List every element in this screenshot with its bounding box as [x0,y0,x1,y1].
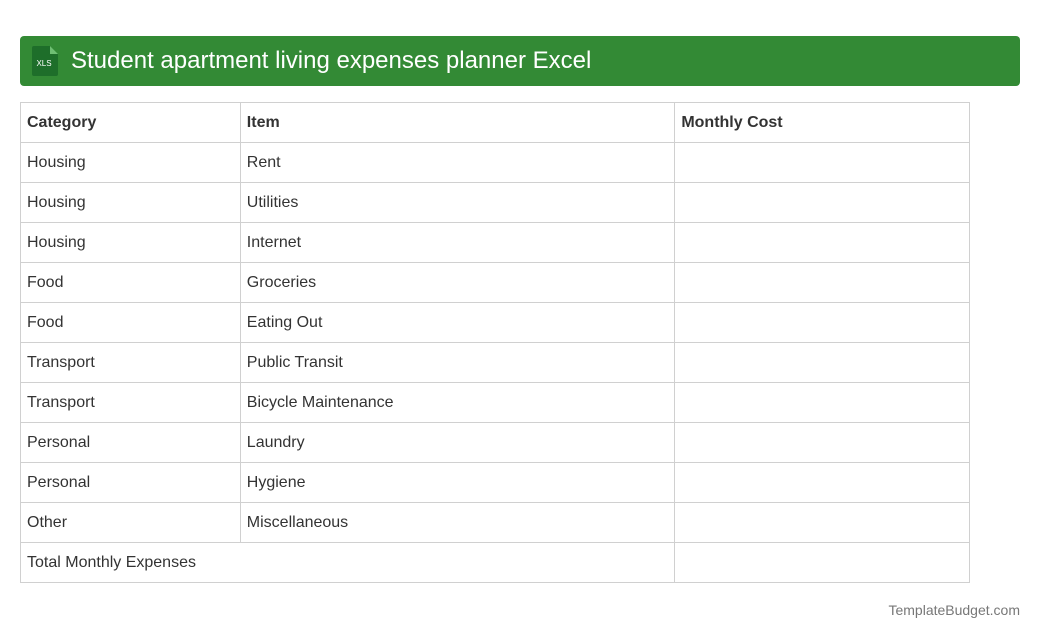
total-cell [674,542,970,583]
row: Transport Public Transit [20,342,970,383]
footer-site: TemplateBudget.com [888,602,1020,618]
cost-cell [674,142,970,183]
row: Other Miscellaneous [20,502,970,543]
cell: Laundry [239,422,676,463]
title: Student apartment living expenses planne… [71,47,592,74]
cell: Transport [20,342,241,383]
cost-cell [674,342,970,383]
cost-cell [674,422,970,463]
icon-label: XLS [36,59,51,68]
cell: Groceries [239,262,676,303]
cell: Personal [20,462,241,503]
row: Housing Rent [20,142,970,183]
row: Personal Laundry [20,422,970,463]
column-header: Monthly Cost [674,102,970,143]
row: Transport Bicycle Maintenance [20,382,970,423]
column-header: Category [20,102,241,143]
cell: Food [20,262,241,303]
cell: Eating Out [239,302,676,343]
cost-cell [674,462,970,503]
cell: Bicycle Maintenance [239,382,676,423]
cell: Food [20,302,241,343]
row: Food Eating Out [20,302,970,343]
column-header: Item [239,102,676,143]
row: Personal Hygiene [20,462,970,503]
cost-cell [674,182,970,223]
cost-cell [674,382,970,423]
cost-cell [674,302,970,343]
cell: Utilities [239,182,676,223]
cell: Hygiene [239,462,676,503]
total-row: Total Monthly Expenses [19,542,970,583]
cost-cell [674,502,970,543]
cell: Personal [20,422,241,463]
cell: Housing [20,222,241,263]
expense-table: Category Item Monthly Cost Housing Rent Hous… [19,102,970,583]
row: Housing Internet [20,222,970,263]
cell: Housing [20,142,241,183]
cost-cell [674,222,970,263]
header: XLS Student apartment living expenses pl… [20,36,1020,86]
cell: Miscellaneous [239,502,676,543]
cell: Housing [20,182,241,223]
total-label: Total Monthly Expenses [19,542,676,583]
cell: Transport [20,382,241,423]
xls-icon: XLS [32,46,58,76]
cell: Public Transit [239,342,676,383]
cell: Internet [239,222,676,263]
row: Housing Utilities [20,182,970,223]
row: Food Groceries [20,262,970,303]
header-row: Category Item Monthly Cost [20,102,970,143]
cost-cell [674,262,970,303]
cell: Rent [239,142,676,183]
cell: Other [20,502,241,543]
